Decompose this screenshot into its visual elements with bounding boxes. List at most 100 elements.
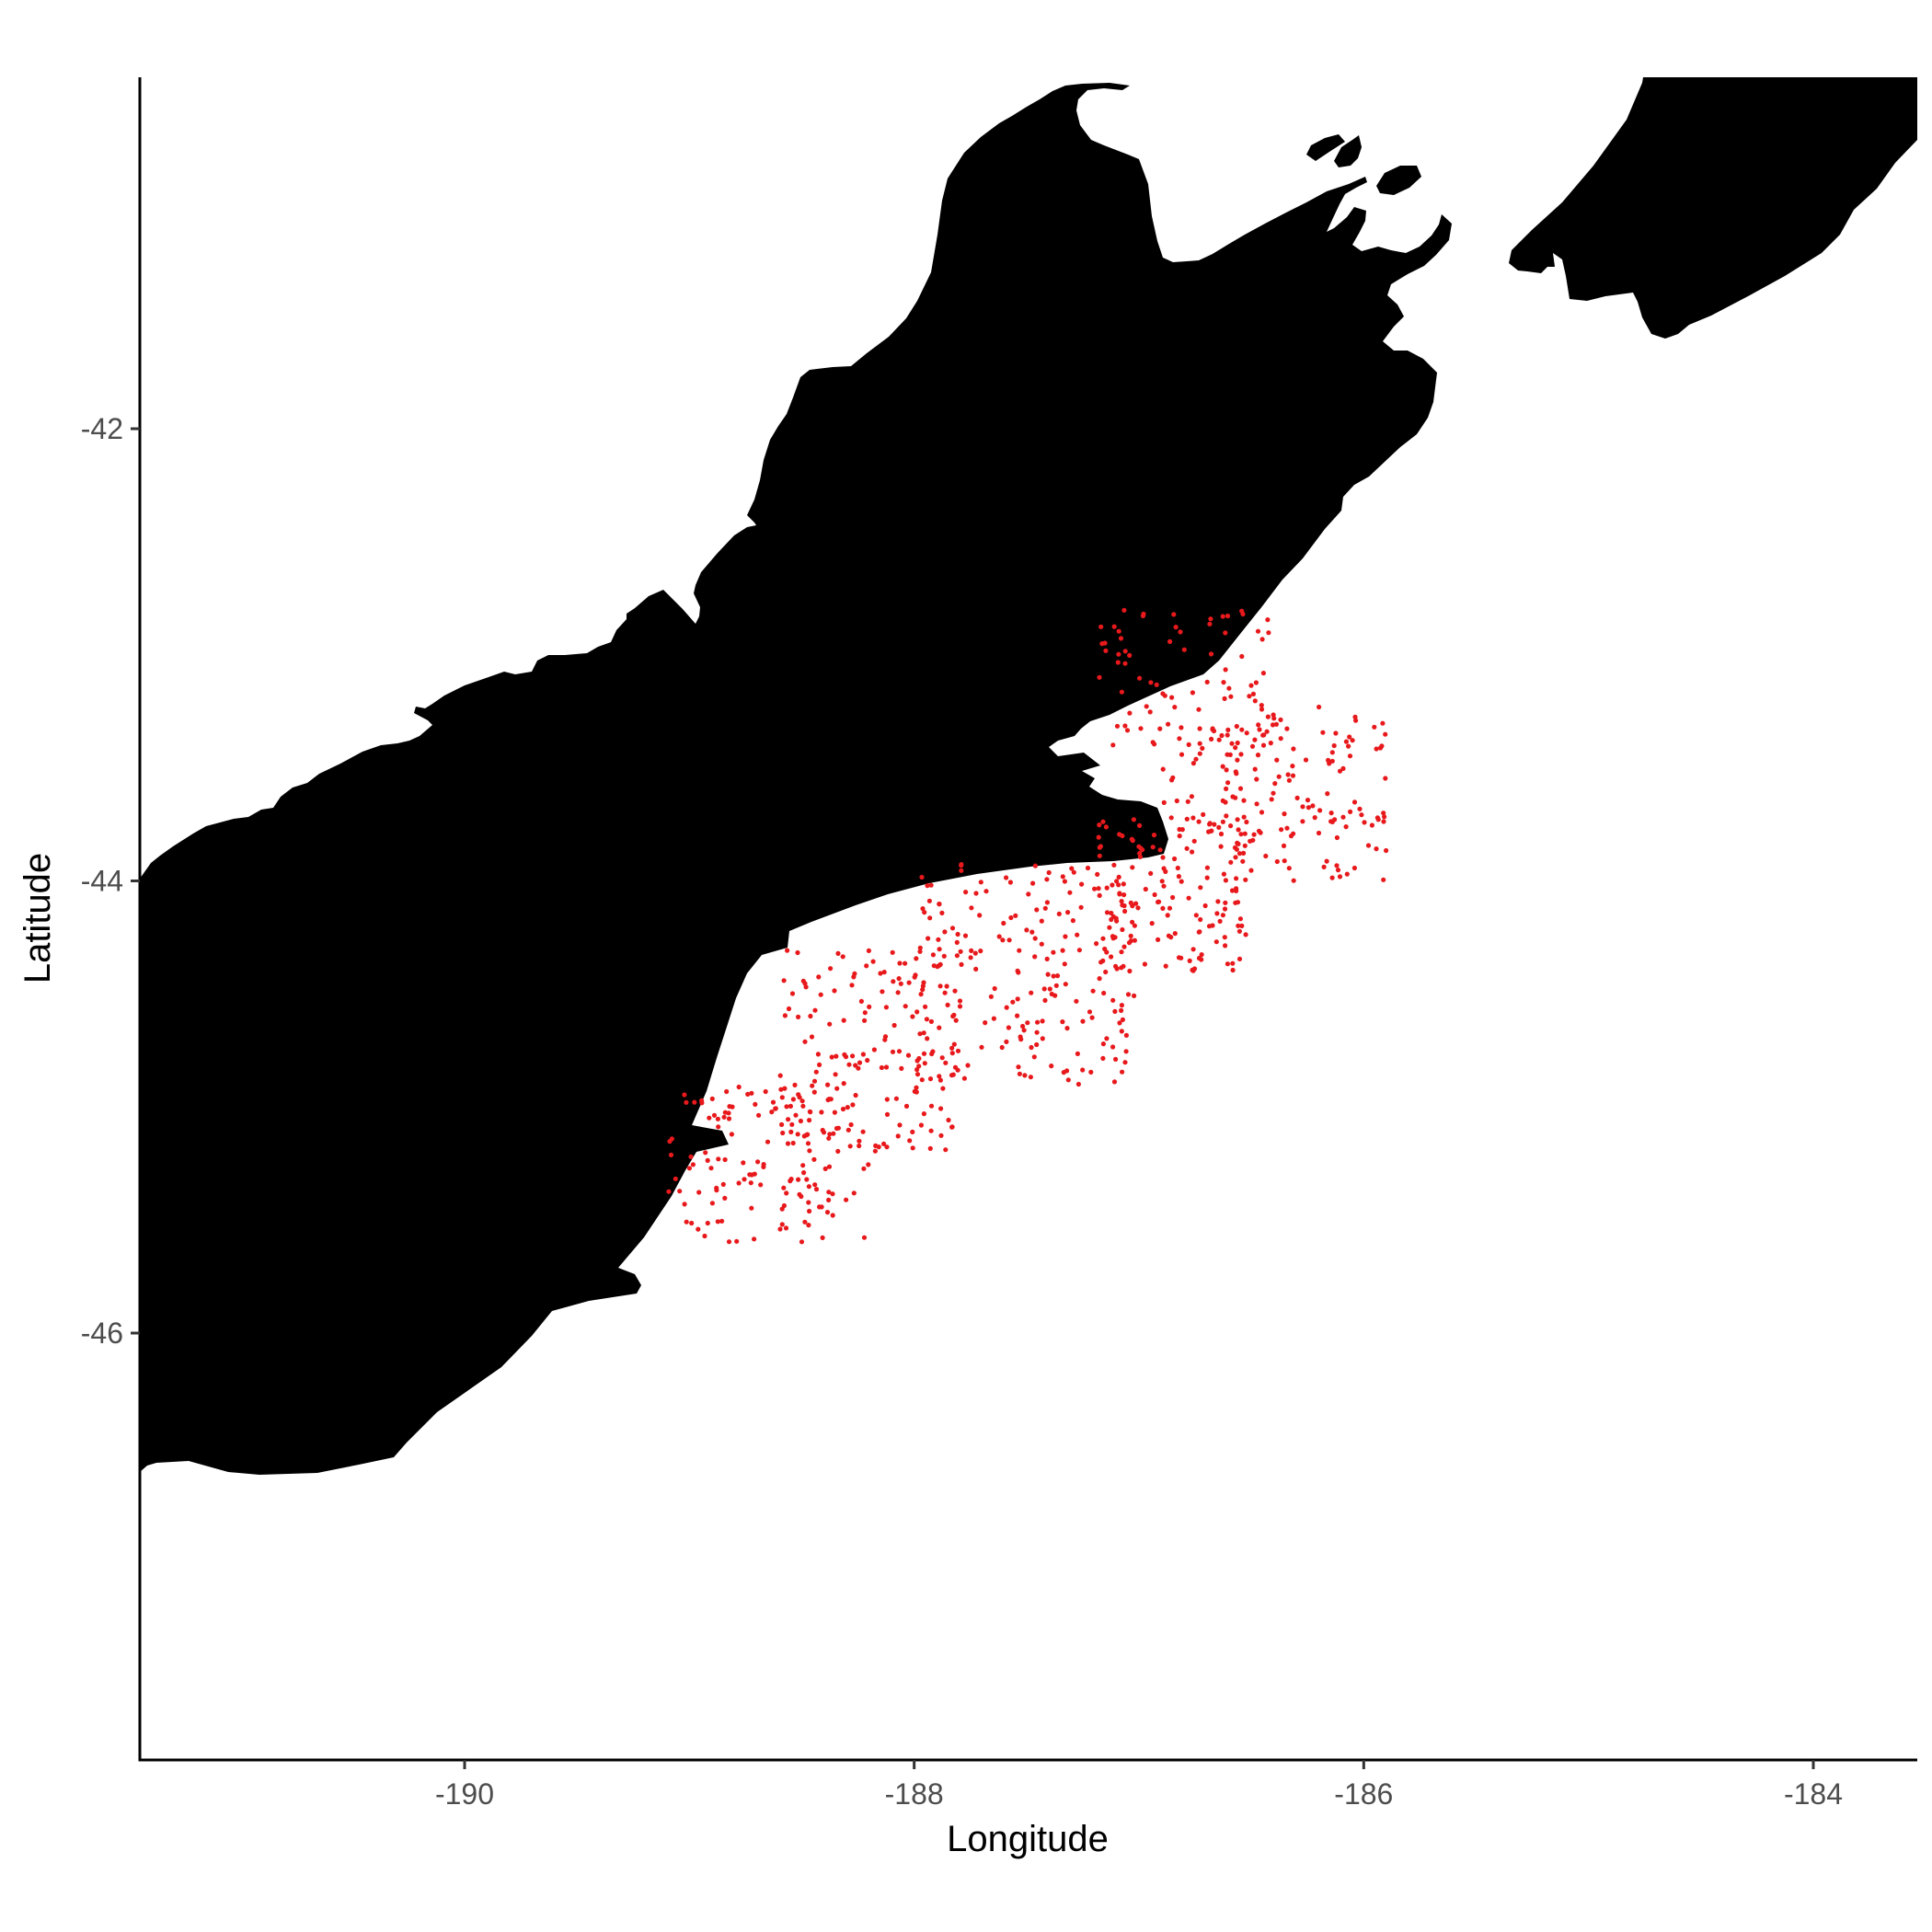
data-point [807,1184,811,1189]
data-point [1284,826,1289,831]
data-point [1185,817,1190,822]
data-point [852,972,857,976]
data-point [814,1187,819,1191]
data-point [1347,734,1351,739]
data-point [727,1239,731,1244]
data-point [1097,835,1101,840]
data-point [753,1102,757,1107]
data-point [1034,1042,1039,1047]
data-point [1105,910,1110,914]
data-point [819,993,823,997]
data-point [1233,901,1237,905]
data-point [867,949,871,953]
data-point [923,1005,927,1009]
data-point [1072,870,1076,875]
data-point [929,1104,934,1109]
data-point [846,1063,851,1067]
data-point [826,1136,831,1141]
data-point [1125,728,1130,732]
data-point [1295,796,1300,800]
data-point [827,1022,832,1027]
data-point [1120,1029,1124,1033]
data-point [1243,878,1248,882]
data-point [1290,764,1294,768]
data-point [914,956,918,960]
data-point [1219,832,1224,836]
data-point [1208,616,1213,621]
data-point [771,1100,776,1105]
data-point [937,1074,941,1078]
data-point [1006,1025,1011,1029]
data-point [862,1236,867,1240]
data-point [778,1087,783,1092]
data-point [945,983,949,988]
data-point [969,955,973,960]
data-point [1018,1072,1022,1076]
data-point [804,1177,809,1181]
data-point [1127,940,1132,945]
data-point [892,1023,897,1028]
data-point [891,950,895,955]
data-point [1219,733,1224,738]
data-point [1205,680,1210,684]
data-point [796,1015,800,1019]
data-point [983,1020,987,1025]
data-point [1344,824,1349,829]
x-axis-ticks: -190 -188 -186 -184 [435,1760,1843,1811]
data-point [962,1076,967,1081]
data-point [1233,745,1237,750]
data-point [1032,954,1037,959]
data-point [784,1190,788,1195]
data-point [1190,815,1195,820]
data-point [1261,671,1266,675]
data-point [1282,844,1286,848]
data-point [1234,876,1238,880]
data-point [857,1144,861,1148]
data-point [1100,820,1105,824]
data-point [1158,847,1163,852]
data-point [1178,629,1182,634]
data-point [915,1072,920,1076]
data-point [1115,724,1120,729]
data-point [1098,976,1102,981]
data-point [1064,982,1068,986]
data-point [1029,1075,1033,1079]
data-point [1344,740,1349,744]
data-point [955,940,960,945]
data-point [1198,917,1202,922]
data-point [907,1138,912,1143]
data-point [799,1194,803,1199]
data-point [1253,767,1258,772]
data-point [940,1055,945,1060]
data-point [821,1236,825,1240]
data-point [1238,787,1243,791]
data-point [812,1182,817,1187]
data-point [1381,819,1386,823]
data-point [696,1227,700,1232]
landmass-small-island-3 [1376,166,1421,195]
data-point [1112,1009,1117,1014]
data-point [857,1139,861,1144]
data-point [1016,1064,1020,1069]
data-point [1197,820,1202,824]
data-point [925,1036,929,1041]
data-point [1016,969,1020,973]
data-point [1212,822,1216,827]
data-point [956,1049,960,1053]
data-point [849,1122,854,1127]
data-point [926,936,930,940]
data-point [788,1104,793,1109]
data-point [993,986,997,991]
data-point [1048,986,1052,991]
data-point [1133,924,1137,928]
data-point [1185,846,1190,851]
data-point [1121,892,1126,897]
data-point [907,981,912,985]
data-point [799,1239,804,1244]
data-point [1098,625,1103,629]
data-point [952,1042,957,1047]
data-point [1234,771,1238,776]
data-point [928,1146,933,1151]
data-point [1236,924,1240,928]
